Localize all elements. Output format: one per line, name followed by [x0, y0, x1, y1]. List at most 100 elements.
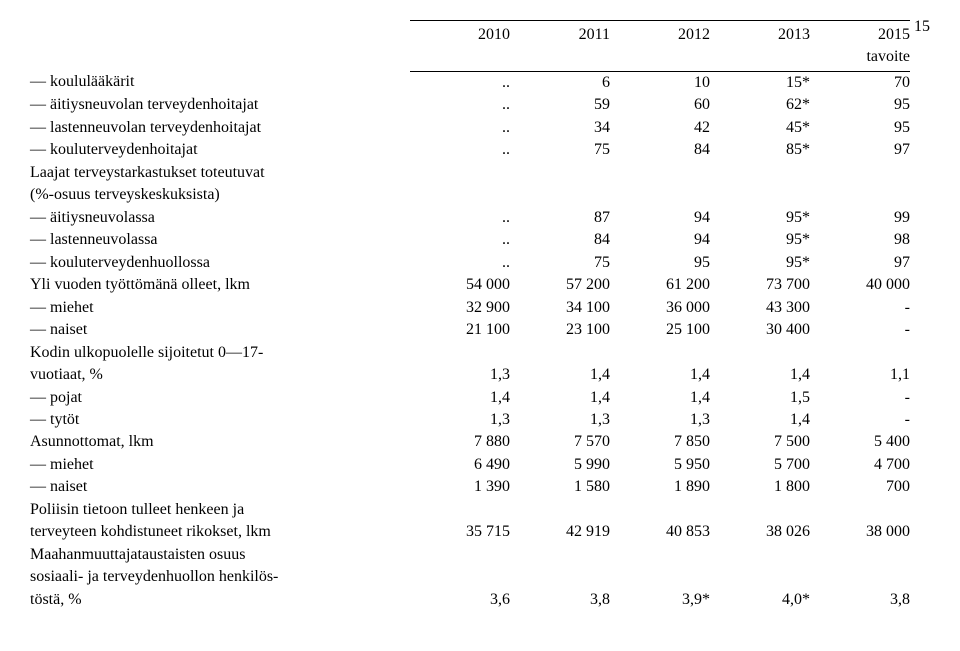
cell-value: 1,4	[510, 364, 610, 386]
cell-value: ..	[410, 229, 510, 251]
cell-value	[410, 342, 510, 364]
cell-value: 34 100	[510, 297, 610, 319]
row-label: — miehet	[30, 297, 410, 319]
cell-value: 1,3	[410, 364, 510, 386]
row-label: terveyteen kohdistuneet rikokset, lkm	[30, 521, 410, 543]
row-label: — koululääkärit	[30, 71, 410, 94]
cell-value: -	[810, 387, 910, 409]
col-header: 2013	[710, 21, 810, 47]
cell-value: 42 919	[510, 521, 610, 543]
header-empty	[30, 21, 410, 47]
cell-value: 5 950	[610, 454, 710, 476]
table-row: — naiset21 10023 10025 10030 400-	[30, 319, 910, 341]
cell-value	[810, 184, 910, 206]
cell-value: 95	[810, 94, 910, 116]
row-label: — lastenneuvolassa	[30, 229, 410, 251]
row-label: — miehet	[30, 454, 410, 476]
row-label: — kouluterveydenhoitajat	[30, 139, 410, 161]
cell-value: 30 400	[710, 319, 810, 341]
table-row: Poliisin tietoon tulleet henkeen ja	[30, 499, 910, 521]
row-label: — tytöt	[30, 409, 410, 431]
col-header: 2010	[410, 21, 510, 47]
row-label: — äitiysneuvolan terveydenhoitajat	[30, 94, 410, 116]
cell-value: 1,1	[810, 364, 910, 386]
table-row: — pojat1,41,41,41,5-	[30, 387, 910, 409]
table-row: Yli vuoden työttömänä olleet, lkm54 0005…	[30, 274, 910, 296]
table-row: Maahanmuuttajataustaisten osuus	[30, 544, 910, 566]
cell-value: 38 000	[810, 521, 910, 543]
cell-value: 75	[510, 252, 610, 274]
cell-value: 84	[510, 229, 610, 251]
cell-value: 32 900	[410, 297, 510, 319]
cell-value: 35 715	[410, 521, 510, 543]
page-number: 15	[914, 18, 930, 36]
cell-value: 84	[610, 139, 710, 161]
table-row: Laajat terveystarkastukset toteutuvat	[30, 162, 910, 184]
cell-value: 43 300	[710, 297, 810, 319]
table-row: — naiset1 3901 5801 8901 800700	[30, 476, 910, 498]
cell-value: 1 580	[510, 476, 610, 498]
cell-value: ..	[410, 94, 510, 116]
cell-value: 700	[810, 476, 910, 498]
cell-value: -	[810, 319, 910, 341]
row-label: Laajat terveystarkastukset toteutuvat	[30, 162, 410, 184]
cell-value: 5 700	[710, 454, 810, 476]
cell-value: 95	[810, 117, 910, 139]
col-subheader	[610, 46, 710, 71]
table-row: terveyteen kohdistuneet rikokset, lkm35 …	[30, 521, 910, 543]
cell-value: 85*	[710, 139, 810, 161]
cell-value: 7 500	[710, 431, 810, 453]
cell-value	[410, 162, 510, 184]
cell-value: 7 570	[510, 431, 610, 453]
cell-value: 1,4	[410, 387, 510, 409]
table-row: — lastenneuvolan terveydenhoitajat..3442…	[30, 117, 910, 139]
cell-value: 3,8	[510, 589, 610, 611]
cell-value	[810, 566, 910, 588]
col-header: 2015	[810, 21, 910, 47]
cell-value: 36 000	[610, 297, 710, 319]
cell-value: 99	[810, 207, 910, 229]
cell-value: 97	[810, 139, 910, 161]
table-row: — miehet32 90034 10036 00043 300-	[30, 297, 910, 319]
cell-value: 23 100	[510, 319, 610, 341]
cell-value: 94	[610, 207, 710, 229]
cell-value: 1,4	[510, 387, 610, 409]
row-label: (%-osuus terveyskeskuksista)	[30, 184, 410, 206]
row-label: töstä, %	[30, 589, 410, 611]
cell-value: 95	[610, 252, 710, 274]
header-empty	[30, 46, 410, 71]
table-row: — äitiysneuvolassa..879495*99	[30, 207, 910, 229]
cell-value: 57 200	[510, 274, 610, 296]
cell-value: 1,4	[610, 387, 710, 409]
cell-value: 95*	[710, 207, 810, 229]
cell-value: ..	[410, 117, 510, 139]
cell-value	[610, 342, 710, 364]
cell-value: 21 100	[410, 319, 510, 341]
row-label: Yli vuoden työttömänä olleet, lkm	[30, 274, 410, 296]
cell-value: 10	[610, 71, 710, 94]
cell-value: 40 000	[810, 274, 910, 296]
cell-value	[610, 499, 710, 521]
cell-value: 5 400	[810, 431, 910, 453]
cell-value: 6	[510, 71, 610, 94]
cell-value: 98	[810, 229, 910, 251]
cell-value: 70	[810, 71, 910, 94]
row-label: — äitiysneuvolassa	[30, 207, 410, 229]
cell-value	[710, 566, 810, 588]
table-row: — lastenneuvolassa..849495*98	[30, 229, 910, 251]
row-label: — kouluterveydenhuollossa	[30, 252, 410, 274]
cell-value: 1,3	[410, 409, 510, 431]
cell-value	[710, 162, 810, 184]
cell-value	[510, 499, 610, 521]
cell-value	[410, 544, 510, 566]
table-row: — miehet6 4905 9905 9505 7004 700	[30, 454, 910, 476]
cell-value: 1,4	[610, 364, 710, 386]
cell-value: 5 990	[510, 454, 610, 476]
col-subheader	[510, 46, 610, 71]
cell-value: 38 026	[710, 521, 810, 543]
cell-value: 87	[510, 207, 610, 229]
table-row: — kouluterveydenhuollossa..759595*97	[30, 252, 910, 274]
cell-value: -	[810, 297, 910, 319]
cell-value: 1,3	[610, 409, 710, 431]
cell-value: 1,4	[710, 409, 810, 431]
